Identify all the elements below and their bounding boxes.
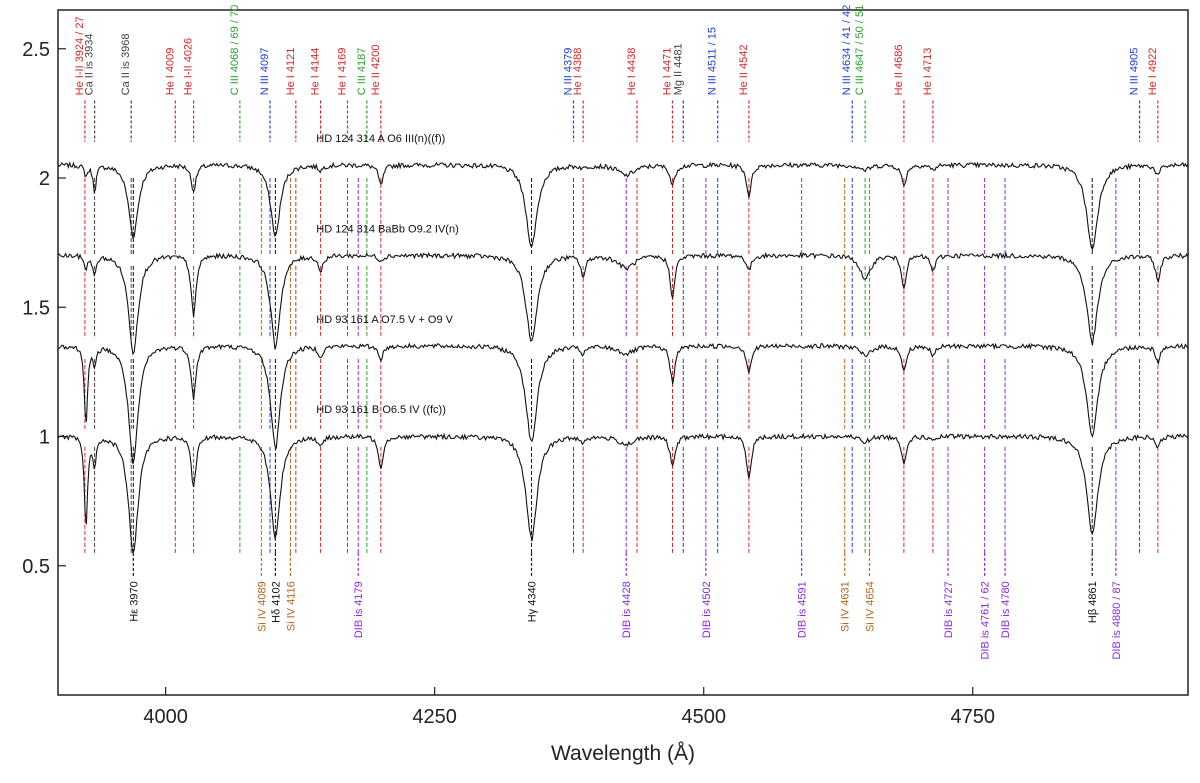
line-id-label-top: C III 4068 / 69 / 70 <box>229 5 241 96</box>
line-id-label-top: C III 4187 <box>356 48 368 96</box>
line-id-label-top: He I 4713 <box>922 48 934 96</box>
line-id-label-bottom: DIB is 4179 <box>353 581 365 638</box>
spectrum-line <box>57 251 1189 356</box>
y-tick-label: 2.5 <box>22 39 50 61</box>
line-id-label-top: He I 4169 <box>336 48 348 96</box>
line-id-label-top: N III 4634 / 41 / 42 <box>841 5 853 96</box>
x-tick-label: 4000 <box>143 706 188 728</box>
line-id-label-top: N III 4905 <box>1129 48 1141 96</box>
line-id-label-bottom: Si IV 4654 <box>864 581 876 632</box>
spectrum-label: HD 93 161 B O6.5 IV ((fc)) <box>316 404 446 416</box>
line-id-label-bottom: DIB is 4591 <box>797 581 809 638</box>
line-id-label-top: Ca II is 3934 <box>84 34 96 96</box>
line-id-label-top: He I-II 3924 / 27 <box>74 16 86 95</box>
spectrum-label: HD 124 314 A O6 III(n)((f)) <box>316 133 445 145</box>
line-id-label-bottom: Si IV 4116 <box>285 581 297 631</box>
line-id-label-bottom: DIB is 4880 / 87 <box>1111 581 1123 659</box>
plot-frame <box>57 9 1189 696</box>
x-tick-label: 4750 <box>951 706 996 728</box>
line-id-label-top: He II 4542 <box>738 45 750 96</box>
line-id-label-bottom: DIB is 4761 / 62 <box>980 581 992 659</box>
line-id-label-top: Ca II is 3968 <box>120 34 132 96</box>
line-id-label-top: C III 4647 / 50 / 51 <box>854 5 866 96</box>
line-id-label-top: N III 4511 / 15 <box>707 27 719 95</box>
line-id-label-bottom: DIB is 4428 <box>621 581 633 638</box>
line-id-label-bottom: DIB is 4780 <box>1000 581 1012 638</box>
line-id-label-top: He I 4121 <box>285 48 297 96</box>
line-id-label-bottom: DIB is 4727 <box>943 581 955 638</box>
line-id-label-top: Mg II 4481 <box>672 43 684 95</box>
line-id-label-bottom: Hβ 4861 <box>1087 581 1099 623</box>
line-id-label-top: He I 4144 <box>310 48 322 96</box>
line-id-label-top: He I 4471 <box>662 48 674 96</box>
spectrum-line <box>57 161 1189 251</box>
line-id-label-top: He I 4388 <box>572 48 584 96</box>
line-id-label-bottom: Hγ 4340 <box>527 581 539 622</box>
line-id-label-bottom: Si IV 4631 <box>840 581 852 632</box>
x-tick-label: 4250 <box>412 706 457 728</box>
spectrum-label: HD 124 314 BaBb O9.2 IV(n) <box>316 223 458 235</box>
line-id-label-top: He II 4200 <box>370 45 382 96</box>
line-id-label-bottom: Hε 3970 <box>128 581 140 621</box>
x-axis-title: Wavelength (Å) <box>551 742 695 765</box>
line-id-label-top: N III 4379 <box>562 48 574 96</box>
line-id-label-bottom: DIB is 4502 <box>701 581 713 638</box>
spectrum-label: HD 93 161 A O7.5 V + O9 V <box>316 314 453 326</box>
spectra-series: HD 124 314 A O6 III(n)((f)) HD 124 314 Ba… <box>57 133 1189 555</box>
y-tick-label: 0.5 <box>22 556 50 578</box>
line-id-label-top: He I 4009 <box>164 48 176 96</box>
line-id-label-top: He I-II 4026 <box>183 38 195 95</box>
spectrum-line <box>57 342 1189 465</box>
line-id-label-top: He I 4438 <box>626 48 638 96</box>
line-id-label-top: N III 4097 <box>259 48 271 96</box>
y-tick-label: 1 <box>39 427 50 449</box>
spectrum-line <box>57 432 1189 555</box>
x-axis: 4000 4250 4500 4750 <box>143 687 995 728</box>
y-tick-label: 2 <box>39 168 50 190</box>
line-id-label-bottom: Hδ 4102 <box>270 581 282 623</box>
y-tick-label: 1.5 <box>22 297 50 319</box>
line-id-label-top: He I 4922 <box>1147 48 1159 96</box>
line-id-label-bottom: Si IV 4089 <box>256 581 268 632</box>
x-tick-label: 4500 <box>681 706 726 728</box>
line-id-label-top: He II 4686 <box>893 45 905 96</box>
y-axis: 0.5 1 1.5 2 2.5 <box>22 39 66 578</box>
